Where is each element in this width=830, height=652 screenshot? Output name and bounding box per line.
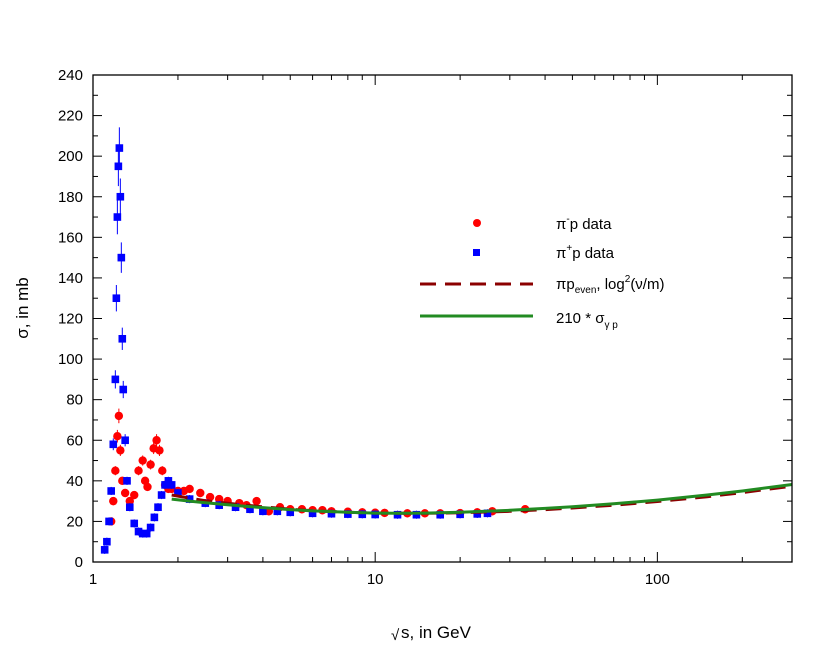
data-point-pip: [123, 477, 131, 485]
data-point-pip: [358, 510, 367, 519]
y-tick-label: 180: [58, 189, 83, 206]
y-tick-label: 160: [58, 229, 83, 246]
data-point-pim: [116, 446, 125, 455]
x-tick-label: 1: [89, 571, 97, 588]
y-tick-label: 120: [58, 311, 83, 328]
legend-label-even: πpeven, log2(ν/m): [556, 274, 664, 296]
data-point-pip: [142, 529, 151, 538]
data-point-pip: [286, 508, 295, 517]
data-point-pip: [150, 513, 159, 522]
data-point-pim: [185, 484, 194, 494]
y-tick-label: 20: [66, 513, 83, 530]
data-point-pim: [109, 496, 118, 506]
data-point-pip: [456, 510, 464, 519]
data-point-pip: [116, 192, 125, 201]
data-point-pip: [174, 489, 182, 497]
y-tick-label: 140: [58, 270, 83, 287]
data-point-pip: [327, 509, 336, 518]
data-point-pip: [134, 527, 143, 536]
data-point-pip: [259, 507, 267, 516]
data-point-pim: [125, 496, 134, 506]
data-point-pip: [125, 503, 134, 512]
x-axis-title: √ s, in GeV: [391, 623, 472, 644]
data-point-pip: [164, 477, 173, 485]
data-point-pip: [167, 481, 176, 489]
curve-sigma-gamma-p: [171, 483, 793, 515]
plot-area: [100, 127, 793, 554]
data-point-pip: [308, 509, 317, 518]
legend-label-pim: π-p data: [556, 214, 612, 233]
data-point-pip: [473, 510, 482, 518]
data-point-pip: [231, 503, 240, 512]
data-point-pip: [115, 144, 124, 152]
data-point-pip: [185, 495, 194, 503]
data-point-pip: [100, 546, 109, 554]
data-point-pip: [154, 503, 162, 512]
legend-marker-pim: [473, 219, 481, 227]
data-point-pip: [119, 385, 128, 394]
y-tick-label: 80: [66, 392, 83, 409]
data-point-pip: [121, 436, 129, 445]
legend-marker-pip: [473, 249, 480, 256]
data-point-pim: [143, 482, 152, 492]
data-point-pim: [205, 492, 215, 502]
data-point-pip: [112, 294, 121, 303]
data-point-pim: [138, 456, 147, 465]
data-point-pip: [105, 517, 113, 526]
y-tick-label: 240: [58, 67, 83, 84]
data-point-pim: [152, 436, 161, 445]
legend-label-pip: π+p data: [556, 243, 615, 262]
data-point-pim: [130, 490, 139, 500]
data-point-pim: [158, 466, 167, 475]
y-tick-label: 220: [58, 108, 83, 125]
data-point-pim: [111, 466, 120, 475]
data-point-pip: [117, 253, 126, 262]
data-point-pip: [157, 491, 166, 499]
data-point-pim: [155, 446, 164, 455]
data-point-pim: [252, 496, 261, 506]
data-point-pip: [109, 440, 118, 449]
x-axis-title-text: s, in GeV: [401, 623, 472, 642]
data-point-pip: [111, 375, 120, 384]
x-axis-title-root: √: [391, 627, 400, 644]
data-point-pip: [273, 507, 282, 516]
data-point-pip: [103, 537, 111, 546]
data-point-pip: [246, 505, 254, 514]
x-tick-label: 100: [645, 571, 670, 588]
data-point-pip: [344, 510, 352, 518]
data-point-pip: [118, 334, 127, 343]
legend-label-gamma: 210 * σγ p: [556, 310, 618, 331]
legend: π-p data π+p data πpeven, log2(ν/m) 210 …: [420, 214, 664, 331]
data-point-pim: [113, 431, 122, 441]
y-tick-label: 60: [66, 432, 83, 449]
data-point-pim: [196, 488, 205, 498]
data-point-pim: [114, 411, 124, 421]
y-tick-label: 200: [58, 148, 83, 165]
axis-ticks: [92, 74, 793, 563]
data-point-pim: [120, 488, 130, 498]
data-point-pip: [412, 510, 421, 519]
data-point-pip: [138, 529, 147, 538]
data-point-pip: [436, 510, 445, 519]
y-tick-label: 0: [75, 554, 83, 571]
data-point-pip: [113, 213, 122, 221]
data-point-pip: [107, 487, 115, 495]
axis-tick-labels: 0 20 40 60 80 100 120 140 160 180 200 220 240 1 10 100: [58, 67, 670, 588]
y-tick-label: 100: [58, 351, 83, 368]
y-axis-title: σ, in mb: [13, 277, 32, 339]
data-point-pip: [114, 162, 123, 171]
data-point-pim: [134, 466, 143, 475]
data-point-pip: [161, 481, 169, 489]
plot-frame: [92, 74, 793, 563]
x-tick-label: 10: [367, 571, 384, 588]
data-point-pip: [130, 519, 139, 528]
data-point-pip: [483, 509, 492, 518]
data-point-pim: [146, 460, 155, 469]
y-tick-label: 40: [66, 473, 83, 490]
data-point-pip: [146, 523, 155, 532]
